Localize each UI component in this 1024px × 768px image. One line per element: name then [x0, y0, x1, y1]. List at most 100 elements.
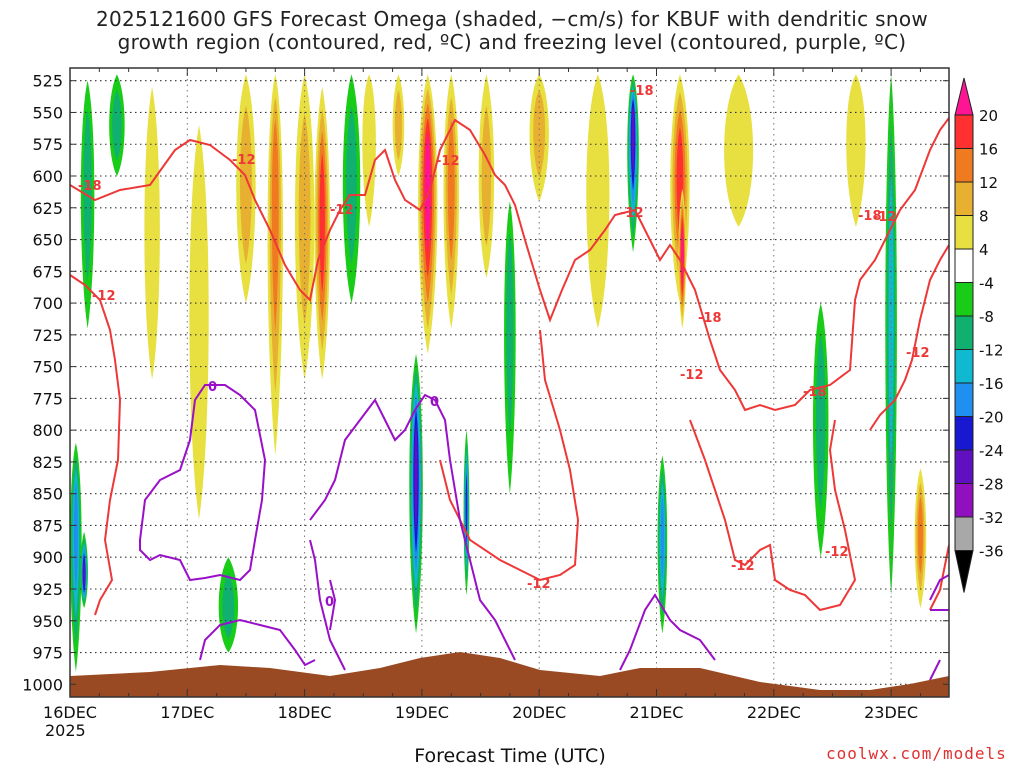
y-tick-label: 825	[32, 453, 63, 472]
colorbar-label: -24	[979, 442, 1004, 460]
chart-title-line1: 2025121600 GFS Forecast Omega (shaded, −…	[95, 7, 929, 31]
x-tick-label: 23DEC	[864, 703, 918, 722]
colorbar-label: 16	[979, 141, 998, 159]
colorbar-segment	[954, 248, 974, 283]
y-tick-label: 675	[32, 262, 63, 281]
colorbar: 20 16 12 8 4 -4 -8 -12 -16 -20 -24 -28 -32 -36	[954, 77, 1004, 593]
y-tick-label: 800	[32, 421, 63, 440]
dgz-label: -12	[436, 154, 460, 169]
dgz-label: -12	[825, 545, 849, 560]
dgz-label: -12	[92, 289, 116, 304]
colorbar-label: 8	[979, 208, 989, 226]
omega-contour-fill	[83, 558, 86, 589]
omega-cell	[914, 468, 927, 609]
dgz-label: -12	[232, 153, 256, 168]
omega-contour-fill	[586, 74, 610, 329]
y-tick-label: 950	[32, 612, 63, 631]
x-tick-label: 18DEC	[278, 703, 332, 722]
colorbar-segment	[954, 349, 974, 384]
omega-contour-fill	[681, 225, 684, 285]
y-tick-label: 850	[32, 485, 63, 504]
y-tick-label: 875	[32, 516, 63, 535]
colorbar-label: 4	[979, 241, 989, 259]
x-tick-label: 22DEC	[747, 703, 801, 722]
freezing-level-contour-3	[199, 574, 949, 681]
colorbar-segment	[954, 215, 974, 250]
colorbar-label: -8	[979, 308, 994, 326]
y-tick-label: 900	[32, 548, 63, 567]
omega-cell	[294, 74, 315, 380]
source-credit: coolwx.com/models	[826, 744, 1007, 763]
colorbar-label: 20	[979, 107, 998, 125]
omega-contour-fill	[239, 105, 252, 264]
omega-cell	[504, 201, 516, 494]
omega-contour-fill	[660, 495, 665, 581]
omega-contour-fill	[888, 176, 894, 466]
omega-contour-fill	[506, 232, 514, 436]
colorbar-segment	[954, 416, 974, 451]
colorbar-label: -20	[979, 409, 1004, 427]
x-axis: 16DEC 17DEC 18DEC 19DEC 20DEC 21DEC 22DEC 23DEC	[43, 68, 921, 722]
dgz-label: -18	[803, 385, 827, 400]
dgz-contour-upper	[70, 117, 949, 412]
colorbar-segment	[954, 114, 974, 149]
omega-contour-fill	[394, 89, 403, 161]
omega-cell	[236, 74, 256, 304]
y-tick-label: 925	[32, 580, 63, 599]
colorbar-top-arrow	[954, 77, 974, 116]
y-tick-label: 600	[32, 167, 63, 186]
y-tick-label: 700	[32, 294, 63, 313]
omega-cell	[109, 74, 125, 177]
x-axis-title: Forecast Time (UTC)	[414, 745, 606, 767]
colorbar-segment	[954, 315, 974, 350]
omega-contour-fill	[271, 119, 279, 332]
y-tick-label: 525	[32, 72, 63, 91]
colorbar-label: -4	[979, 275, 994, 293]
colorbar-segment	[954, 516, 974, 551]
x-tick-label: 16DEC	[43, 703, 97, 722]
y-tick-label: 650	[32, 231, 63, 250]
omega-contour-fill	[298, 113, 311, 325]
omega-cell	[267, 74, 284, 456]
colorbar-label: 12	[979, 174, 998, 192]
colorbar-segment	[954, 382, 974, 417]
colorbar-segment	[954, 282, 974, 317]
omega-contour-fill	[815, 334, 826, 511]
omega-cell	[586, 74, 610, 329]
y-tick-label: 975	[32, 644, 63, 663]
dgz-label: -12	[330, 203, 354, 218]
omega-cell	[144, 87, 160, 380]
dgz-label: -18	[698, 311, 722, 326]
dgz-contour-lower	[70, 274, 857, 616]
y-tick-label: 1000	[22, 675, 63, 694]
omega-contour-fill	[631, 105, 635, 176]
omega-contour-fill	[447, 119, 455, 261]
dgz-label: -18	[630, 84, 654, 99]
omega-cell	[418, 74, 438, 354]
omega-contour-fill	[144, 87, 160, 380]
x-axis-year-label: 2025	[45, 721, 86, 740]
x-tick-label: 19DEC	[395, 703, 449, 722]
y-tick-label: 625	[32, 199, 63, 218]
y-tick-label: 750	[32, 358, 63, 377]
omega-contour-fill	[465, 473, 468, 545]
dgz-label: -12	[680, 368, 704, 383]
omega-contour-fill	[112, 89, 122, 161]
omega-cell	[80, 531, 88, 609]
colorbar-segment	[954, 148, 974, 183]
omega-contour-fill	[414, 423, 418, 534]
freezing-level-contour-1	[139, 384, 267, 582]
omega-cell	[443, 74, 459, 329]
colorbar-segment	[954, 483, 974, 518]
omega-cell	[342, 74, 361, 304]
colorbar-label: -12	[979, 342, 1004, 360]
y-tick-label: 725	[32, 326, 63, 345]
omega-cell	[314, 87, 330, 380]
x-tick-label: 21DEC	[630, 703, 684, 722]
dgz-label: -12	[620, 206, 644, 221]
dgz-label: -12	[906, 346, 930, 361]
colorbar-segment	[954, 181, 974, 216]
dgz-label: -12	[527, 577, 551, 592]
omega-cell	[392, 74, 405, 177]
